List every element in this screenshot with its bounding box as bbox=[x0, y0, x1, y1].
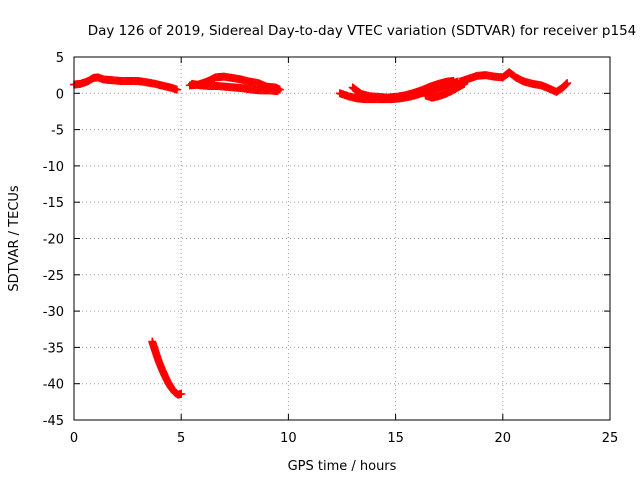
axis-ticks: 0 5 10 15 20 25 5 0 -5 -10 -15 -20 -25 -30 -35 -40 -45 bbox=[43, 51, 619, 446]
data-point bbox=[273, 87, 282, 96]
y-tick-label: -40 bbox=[43, 378, 64, 393]
y-tick-label: -25 bbox=[43, 269, 64, 284]
y-tick-label: -45 bbox=[43, 414, 64, 429]
y-tick-label: -10 bbox=[43, 160, 64, 175]
y-tick-label: -5 bbox=[51, 124, 64, 139]
x-tick-label: 10 bbox=[280, 431, 297, 446]
y-tick-label: 0 bbox=[56, 87, 64, 102]
data-point bbox=[563, 79, 572, 88]
series-segment-5 bbox=[455, 68, 572, 96]
y-tick-label: -30 bbox=[43, 305, 64, 320]
data-points bbox=[70, 68, 572, 399]
data-point bbox=[562, 80, 571, 89]
x-tick-label: 20 bbox=[495, 431, 512, 446]
x-tick-label: 0 bbox=[70, 431, 78, 446]
y-axis-label: SDTVAR / TECUs bbox=[7, 185, 22, 292]
data-point bbox=[172, 85, 181, 94]
x-axis-label: GPS time / hours bbox=[288, 459, 397, 474]
y-tick-label: -15 bbox=[43, 196, 64, 211]
data-point bbox=[177, 389, 186, 398]
series-segment-2 bbox=[148, 337, 186, 399]
series-segment-1 bbox=[70, 73, 181, 94]
series-segment-4b bbox=[348, 76, 458, 102]
y-tick-label: 5 bbox=[56, 51, 64, 66]
chart-title: Day 126 of 2019, Sidereal Day-to-day VTE… bbox=[88, 23, 637, 39]
data-point bbox=[561, 80, 570, 89]
x-tick-label: 25 bbox=[602, 431, 619, 446]
x-tick-label: 15 bbox=[387, 431, 404, 446]
y-tick-label: -20 bbox=[43, 233, 64, 248]
series-segment-3b bbox=[187, 79, 282, 96]
y-tick-label: -35 bbox=[43, 341, 64, 356]
x-tick-label: 5 bbox=[177, 431, 185, 446]
grid-lines bbox=[74, 57, 610, 420]
